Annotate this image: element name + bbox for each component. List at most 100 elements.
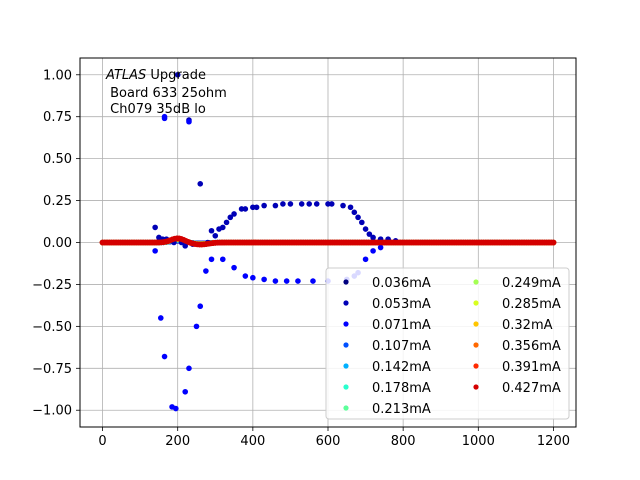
- annotation-line-2: Board 633 25ohm: [106, 86, 227, 101]
- pulse-lower-point-22: [310, 278, 316, 284]
- pulse-upper-point-40: [370, 234, 376, 241]
- pulse-upper-point-26: [280, 201, 286, 207]
- pulse-upper-point-8: [182, 243, 189, 249]
- legend-marker-1: [343, 300, 349, 306]
- legend-label-8: 0.285mA: [502, 297, 561, 312]
- legend-label-0: 0.036mA: [372, 276, 431, 291]
- pulse-lower-point-8: [186, 365, 192, 372]
- pulse-upper-point-30: [313, 201, 320, 207]
- pulse-lower-point-14: [219, 256, 226, 263]
- legend-marker-9: [473, 321, 479, 327]
- legend-marker-12: [473, 384, 479, 390]
- pulse-lower-point-20: [283, 278, 290, 284]
- pulse-lower-point-12: [203, 268, 209, 274]
- legend-marker-8: [473, 300, 479, 306]
- pulse-upper-point-35: [351, 209, 358, 216]
- x-tick-label-2: 400: [240, 434, 265, 449]
- pulse-lower-point-6: [173, 405, 179, 412]
- y-tick-label-5: 0.25: [43, 194, 72, 209]
- legend-marker-7: [473, 279, 479, 285]
- y-tick-label-1: −0.75: [32, 362, 72, 377]
- annotation-line-1-rest: Upgrade: [146, 68, 206, 83]
- legend-marker-10: [473, 342, 479, 348]
- point-top-0.427mA-1200: [550, 239, 557, 246]
- pulse-lower-point-27: [362, 256, 369, 263]
- pulse-upper-point-34: [347, 204, 354, 211]
- pulse-upper-point-25: [272, 202, 279, 209]
- legend-label-10: 0.356mA: [502, 339, 561, 354]
- pulse-upper-point-14: [212, 232, 219, 239]
- legend-marker-6: [343, 405, 349, 411]
- pulse-lower-point-29: [377, 244, 384, 251]
- legend-label-5: 0.178mA: [372, 381, 431, 396]
- pulse-lower-point-10: [193, 323, 200, 330]
- x-tick-label-5: 1000: [462, 434, 495, 449]
- legend-label-4: 0.142mA: [372, 360, 431, 375]
- pulse-lower-point-15: [231, 264, 237, 271]
- x-tick-label-0: 0: [98, 434, 106, 449]
- pulse-lower-point-16: [242, 273, 249, 279]
- x-axis: 0 200 400 600 800 1000 1200: [98, 427, 570, 449]
- legend-marker-2: [343, 321, 349, 327]
- scatter-points: [99, 71, 557, 412]
- pulse-upper-point-27: [287, 201, 294, 207]
- pulse-upper-point-18: [227, 214, 234, 221]
- pulse-lower-point-11: [197, 303, 204, 310]
- pulse-upper-point-0: [152, 224, 158, 231]
- legend-frame: [325, 267, 570, 420]
- legend-marker-11: [473, 363, 479, 369]
- y-tick-label-0: −1.00: [32, 404, 72, 419]
- y-tick-label-2: −0.50: [32, 320, 72, 335]
- pulse-upper-point-37: [359, 219, 365, 226]
- pulse-upper-point-36: [355, 214, 361, 221]
- pulse-upper-point-17: [223, 219, 230, 226]
- legend-label-3: 0.107mA: [372, 339, 431, 354]
- y-tick-label-6: 0.50: [43, 152, 72, 167]
- pulse-upper-point-38: [362, 226, 369, 232]
- pulse-upper-point-13: [208, 227, 215, 234]
- annotation-line-3: Ch079 35dB lo: [106, 102, 206, 117]
- pulse-upper-point-11: [197, 180, 204, 187]
- annotation-italic-word: ATLAS: [105, 68, 146, 83]
- pulse-upper-point-23: [253, 204, 260, 211]
- legend-label-1: 0.053mA: [372, 297, 431, 312]
- legend-label-9: 0.32mA: [502, 318, 553, 333]
- pulse-upper-point-33: [340, 202, 346, 209]
- legend-marker-0: [343, 279, 349, 285]
- legend-marker-4: [343, 363, 349, 369]
- pulse-upper-point-39: [366, 231, 373, 237]
- x-tick-label-3: 600: [316, 434, 341, 449]
- y-tick-label-7: 0.75: [43, 110, 72, 125]
- pulse-lower-point-17: [250, 274, 256, 281]
- x-tick-label-4: 800: [391, 434, 416, 449]
- legend-label-11: 0.391mA: [502, 360, 561, 375]
- pulse-lower-point-28: [370, 248, 376, 254]
- pulse-upper-point-16: [219, 224, 226, 231]
- pulse-upper-point-28: [298, 201, 305, 207]
- pulse-lower-point-1: [157, 315, 164, 321]
- y-tick-label-8: 1.00: [43, 68, 72, 83]
- x-tick-label-1: 200: [165, 434, 190, 449]
- pulse-lower-point-7: [182, 388, 189, 395]
- legend-label-7: 0.249mA: [502, 276, 561, 291]
- pulse-upper-point-24: [261, 202, 267, 209]
- annotation-line-1: ATLAS Upgrade: [105, 68, 206, 83]
- legend-marker-3: [343, 342, 349, 348]
- pulse-lower-point-2: [161, 353, 168, 360]
- pulse-lower-point-21: [295, 278, 301, 284]
- pulse-lower-point-4: [161, 113, 168, 120]
- x-tick-label-6: 1200: [537, 434, 570, 449]
- legend-label-6: 0.213mA: [372, 402, 431, 417]
- y-tick-label-3: −0.25: [32, 278, 72, 293]
- pulse-lower-point-19: [272, 278, 279, 284]
- pulse-upper-point-21: [242, 206, 249, 212]
- pulse-lower-point-18: [261, 276, 267, 283]
- legend-entries: 0.036mA 0.053mA 0.071mA 0.107mA 0.142mA 0.178…: [343, 276, 561, 417]
- pulse-upper-point-19: [231, 211, 237, 217]
- legend: 0.036mA 0.053mA 0.071mA 0.107mA 0.142mA 0.178…: [325, 267, 570, 420]
- pulse-lower-point-9: [186, 118, 192, 125]
- legend-marker-5: [343, 384, 349, 390]
- legend-label-12: 0.427mA: [502, 381, 561, 396]
- y-tick-label-4: 0.00: [43, 236, 72, 251]
